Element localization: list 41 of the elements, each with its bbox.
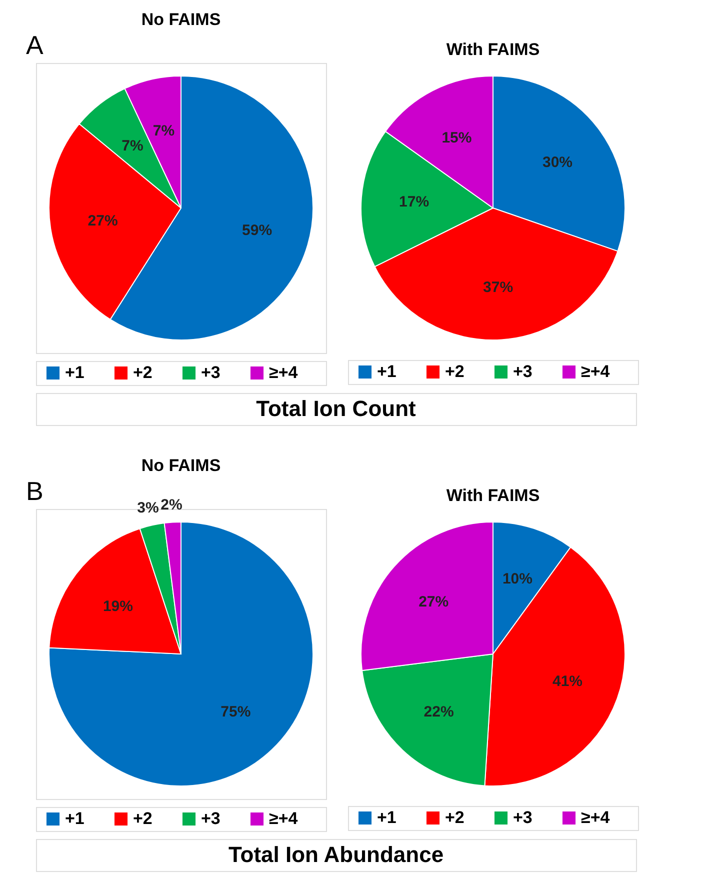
text: A <box>26 30 44 60</box>
text: B <box>26 476 44 506</box>
text: Total Ion Abundance <box>228 842 444 867</box>
data-label: 7% <box>122 137 144 154</box>
data-label: 41% <box>552 672 583 690</box>
chart-title: With FAIMS <box>446 486 540 505</box>
data-label: 7% <box>152 122 175 140</box>
legend-label: ≥+4 <box>269 809 298 828</box>
legend-label: +2 <box>133 809 152 828</box>
data-label: 10% <box>502 570 532 588</box>
chart-title: No FAIMS <box>141 10 221 29</box>
data-label: 27% <box>418 594 449 611</box>
legend-label: +2 <box>445 808 464 827</box>
legend-label: +2 <box>133 363 152 382</box>
text: Total Ion Count <box>256 396 416 421</box>
legend-label: +2 <box>445 362 464 381</box>
chart-title: No FAIMS <box>141 456 221 475</box>
legend-label: ≥+4 <box>269 363 298 382</box>
legend-label: +1 <box>377 808 396 827</box>
legend-label: +3 <box>513 808 532 827</box>
data-label: 30% <box>542 154 573 172</box>
data-label: 37% <box>483 279 514 296</box>
data-label: 15% <box>442 130 472 147</box>
data-label: 2% <box>160 496 182 514</box>
data-label: 75% <box>220 703 251 720</box>
chart-title: With FAIMS <box>446 40 540 59</box>
legend-label: ≥+4 <box>581 362 610 381</box>
legend-label: +1 <box>65 809 84 828</box>
legend-label: +1 <box>65 363 84 382</box>
data-label: 22% <box>424 704 454 721</box>
data-label: 19% <box>102 598 133 616</box>
pie-slice <box>48 522 314 786</box>
data-label: 59% <box>242 222 272 240</box>
legend-label: +3 <box>513 362 532 381</box>
data-label: 17% <box>399 194 430 211</box>
data-label: 27% <box>88 212 118 230</box>
legend-label: +3 <box>201 809 220 828</box>
legend-label: ≥+4 <box>581 808 610 827</box>
legend-label: +1 <box>377 362 396 381</box>
legend-label: +3 <box>201 363 220 382</box>
data-label: 3% <box>137 500 159 517</box>
